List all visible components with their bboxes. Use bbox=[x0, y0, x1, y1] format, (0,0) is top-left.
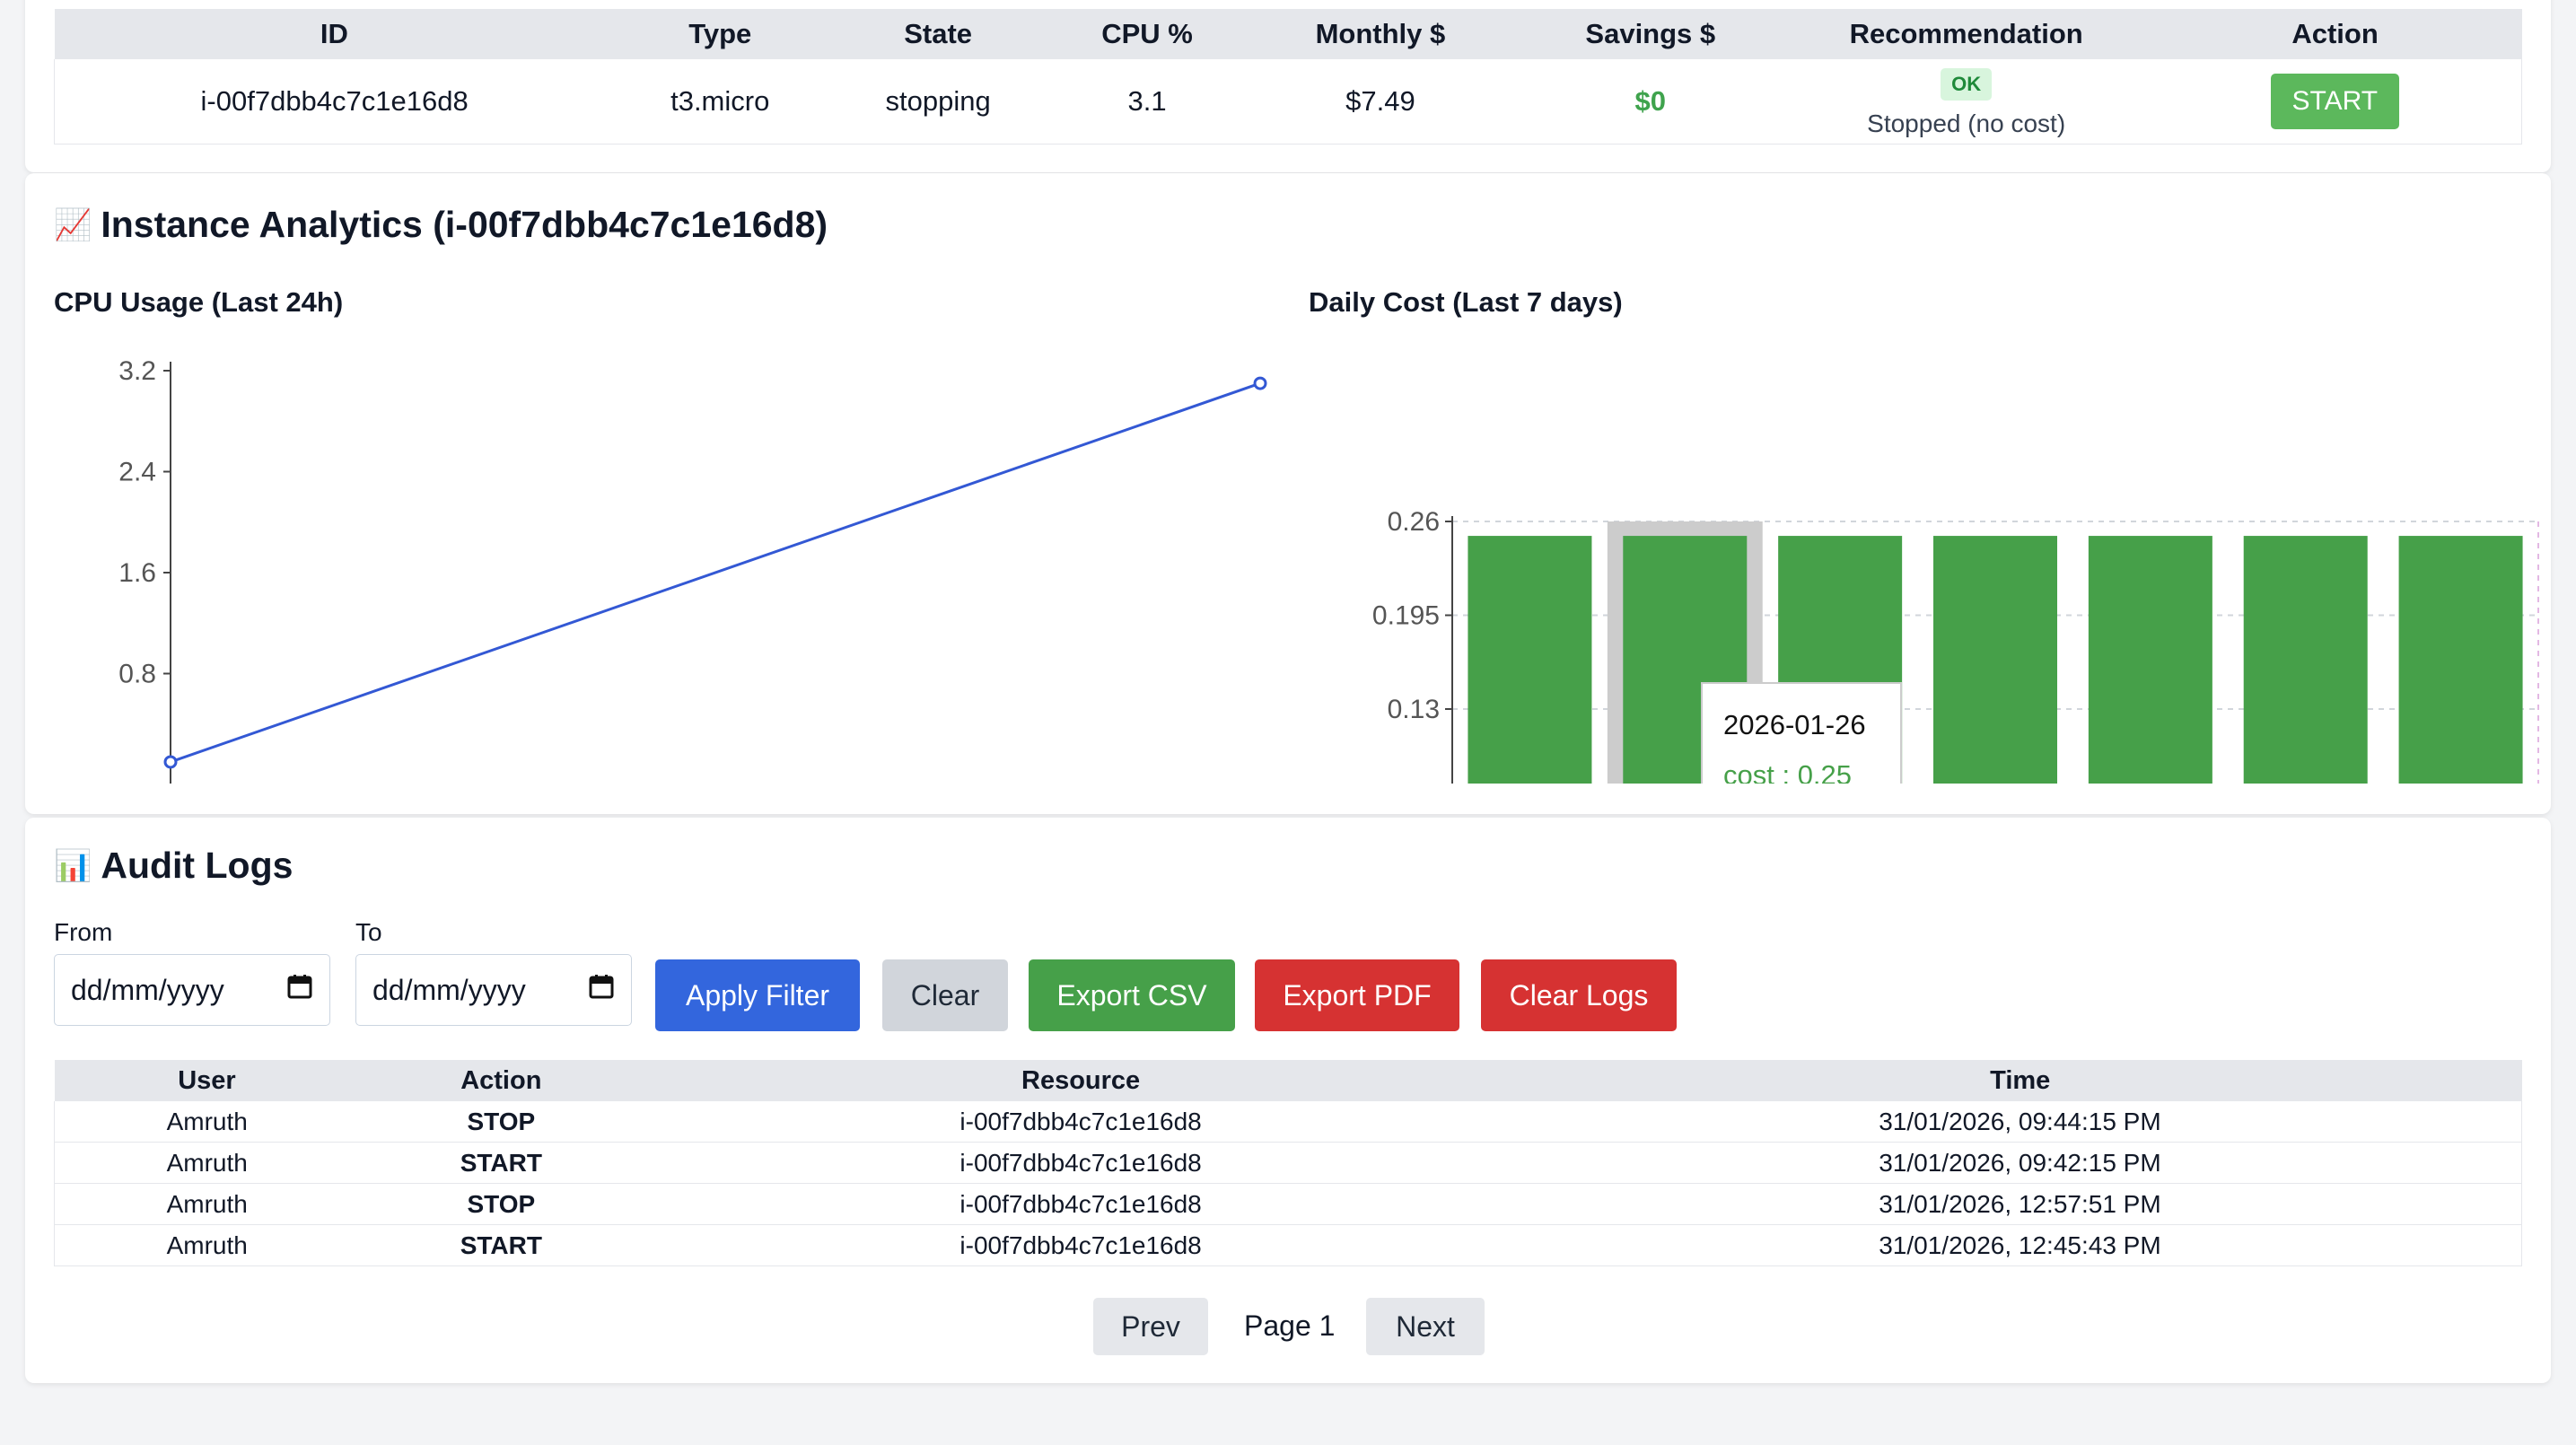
log-user: Amruth bbox=[54, 1142, 360, 1184]
instance-action-cell: START bbox=[2148, 59, 2522, 144]
col-header-recommendation: Recommendation bbox=[1783, 9, 2149, 59]
analytics-card: 📈 Instance Analytics (i-00f7dbb4c7c1e16d… bbox=[25, 173, 2551, 814]
instance-id: i-00f7dbb4c7c1e16d8 bbox=[54, 59, 615, 144]
col-header-type: Type bbox=[614, 9, 827, 59]
from-label: From bbox=[54, 918, 113, 946]
log-action: STOP bbox=[359, 1101, 644, 1143]
audit-header-row: User Action Resource Time bbox=[54, 1060, 2522, 1101]
log-action: START bbox=[359, 1142, 644, 1184]
y-tick-label: 0.8 bbox=[118, 660, 156, 689]
tooltip-box bbox=[1701, 682, 1902, 784]
export-pdf-button[interactable]: Export PDF bbox=[1255, 959, 1459, 1031]
log-time: 31/01/2026, 09:42:15 PM bbox=[1518, 1142, 2522, 1184]
recommendation-badge: OK bbox=[1941, 67, 1993, 101]
instances-card: ID Type State CPU % Monthly $ Savings $ … bbox=[25, 0, 2551, 172]
instance-monthly-cost: $7.49 bbox=[1243, 59, 1517, 144]
col-header-user: User bbox=[54, 1060, 360, 1101]
table-row: Amruth START i-00f7dbb4c7c1e16d8 31/01/2… bbox=[54, 1224, 2522, 1266]
y-tick-label: 0.195 bbox=[1372, 601, 1440, 631]
from-date-placeholder: dd/mm/yyyy bbox=[71, 973, 224, 1006]
instance-savings: $0 bbox=[1516, 59, 1784, 144]
log-resource: i-00f7dbb4c7c1e16d8 bbox=[643, 1183, 1519, 1225]
y-tick-label: 0.13 bbox=[1388, 695, 1440, 724]
table-row: Amruth STOP i-00f7dbb4c7c1e16d8 31/01/20… bbox=[54, 1101, 2522, 1143]
y-tick-label: 2.4 bbox=[118, 458, 156, 487]
chart-increasing-icon: 📈 bbox=[54, 207, 92, 242]
audit-log-table: User Action Resource Time Amruth STOP i-… bbox=[54, 1060, 2522, 1266]
apply-filter-button[interactable]: Apply Filter bbox=[655, 959, 860, 1031]
page-indicator: Page 1 bbox=[1244, 1309, 1336, 1342]
from-date-input[interactable]: dd/mm/yyyy bbox=[54, 954, 330, 1026]
audit-title: Audit Logs bbox=[101, 845, 294, 886]
audit-card: 📊 Audit Logs From To dd/mm/yyyy dd/mm/yy… bbox=[25, 818, 2551, 1383]
log-action: START bbox=[359, 1224, 644, 1266]
y-tick-label: 0.26 bbox=[1388, 507, 1440, 537]
log-time: 31/01/2026, 12:57:51 PM bbox=[1518, 1183, 2522, 1225]
cost-bar bbox=[1468, 536, 1592, 784]
log-resource: i-00f7dbb4c7c1e16d8 bbox=[643, 1224, 1519, 1266]
cpu-data-point bbox=[163, 755, 178, 769]
calendar-icon bbox=[286, 973, 313, 1007]
col-header-resource: Resource bbox=[643, 1060, 1519, 1101]
log-action: STOP bbox=[359, 1183, 644, 1225]
y-tick-label: 3.2 bbox=[118, 356, 156, 386]
analytics-heading: 📈 Instance Analytics (i-00f7dbb4c7c1e16d… bbox=[54, 204, 828, 246]
log-user: Amruth bbox=[54, 1224, 360, 1266]
instances-table: ID Type State CPU % Monthly $ Savings $ … bbox=[54, 9, 2522, 144]
instances-header-row: ID Type State CPU % Monthly $ Savings $ … bbox=[54, 9, 2522, 59]
log-user: Amruth bbox=[54, 1183, 360, 1225]
next-page-button[interactable]: Next bbox=[1366, 1298, 1485, 1355]
col-header-time: Time bbox=[1518, 1060, 2522, 1101]
recommendation-text: Stopped (no cost) bbox=[1867, 109, 2066, 137]
audit-heading: 📊 Audit Logs bbox=[54, 845, 293, 887]
log-user: Amruth bbox=[54, 1101, 360, 1143]
daily-cost-chart: 00.0650.130.1950.262026-01-252026-01-272… bbox=[1372, 507, 2539, 784]
instance-recommendation: OK Stopped (no cost) bbox=[1783, 59, 2149, 144]
y-tick-label: 1.6 bbox=[118, 558, 156, 588]
to-date-input[interactable]: dd/mm/yyyy bbox=[355, 954, 632, 1026]
col-header-cpu: CPU % bbox=[1050, 9, 1244, 59]
to-date-placeholder: dd/mm/yyyy bbox=[372, 973, 526, 1006]
instance-state: stopping bbox=[826, 59, 1051, 144]
log-time: 31/01/2026, 09:44:15 PM bbox=[1518, 1101, 2522, 1143]
log-resource: i-00f7dbb4c7c1e16d8 bbox=[643, 1142, 1519, 1184]
table-row: Amruth START i-00f7dbb4c7c1e16d8 31/01/2… bbox=[54, 1142, 2522, 1184]
cpu-usage-chart: 0.8 1.6 2.4 3.2 bbox=[118, 356, 1267, 784]
instance-row: i-00f7dbb4c7c1e16d8 t3.micro stopping 3.… bbox=[54, 59, 2522, 144]
cost-bar bbox=[2398, 536, 2523, 784]
cost-bar bbox=[1933, 536, 2057, 784]
prev-page-button[interactable]: Prev bbox=[1093, 1298, 1208, 1355]
instance-type: t3.micro bbox=[614, 59, 827, 144]
col-header-monthly: Monthly $ bbox=[1243, 9, 1517, 59]
cpu-series-line bbox=[170, 381, 1261, 764]
instance-cpu: 3.1 bbox=[1050, 59, 1244, 144]
chart-tooltip: 2026-01-26 cost : 0.25 bbox=[1701, 682, 1902, 784]
log-resource: i-00f7dbb4c7c1e16d8 bbox=[643, 1101, 1519, 1143]
col-header-id: ID bbox=[54, 9, 615, 59]
cost-chart-title: Daily Cost (Last 7 days) bbox=[1309, 286, 1623, 318]
clear-filter-button[interactable]: Clear bbox=[882, 959, 1008, 1031]
cpu-chart-title: CPU Usage (Last 24h) bbox=[54, 286, 344, 318]
cpu-data-point bbox=[1253, 376, 1267, 390]
col-header-action: Action bbox=[359, 1060, 644, 1101]
cost-bar bbox=[2088, 536, 2212, 784]
col-header-savings: Savings $ bbox=[1516, 9, 1784, 59]
export-csv-button[interactable]: Export CSV bbox=[1029, 959, 1235, 1031]
tooltip-label: 2026-01-26 bbox=[1723, 709, 1866, 740]
bar-chart-icon: 📊 bbox=[54, 848, 92, 883]
start-button[interactable]: START bbox=[2270, 74, 2400, 129]
analytics-title: Instance Analytics (i-00f7dbb4c7c1e16d8) bbox=[101, 204, 828, 245]
table-row: Amruth STOP i-00f7dbb4c7c1e16d8 31/01/20… bbox=[54, 1183, 2522, 1225]
col-header-action: Action bbox=[2148, 9, 2522, 59]
clear-logs-button[interactable]: Clear Logs bbox=[1481, 959, 1677, 1031]
tooltip-value: cost : 0.25 bbox=[1723, 759, 1852, 784]
col-header-state: State bbox=[826, 9, 1051, 59]
to-label: To bbox=[355, 918, 382, 946]
calendar-icon bbox=[588, 973, 615, 1007]
cost-bar bbox=[2243, 536, 2368, 784]
log-time: 31/01/2026, 12:45:43 PM bbox=[1518, 1224, 2522, 1266]
